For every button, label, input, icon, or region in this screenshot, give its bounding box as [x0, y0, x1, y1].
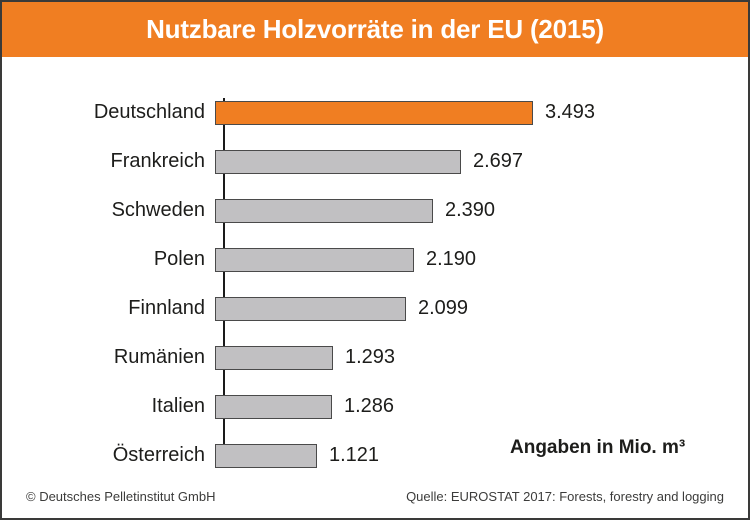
bar-row: Frankreich 2.697	[2, 137, 748, 186]
bar-value: 2.697	[473, 150, 524, 172]
bar-value: 1.121	[329, 444, 380, 466]
bar-row: Polen 2.190	[2, 235, 748, 284]
bar-label: Frankreich	[110, 150, 205, 172]
bar-value: 3.493	[545, 101, 596, 123]
bar	[215, 100, 533, 125]
footer: © Deutsches Pelletinstitut GmbH Quelle: …	[26, 489, 724, 504]
bar-value: 1.286	[344, 395, 395, 417]
bar-label: Schweden	[111, 199, 205, 221]
source-text: Quelle: EUROSTAT 2017: Forests, forestry…	[406, 489, 724, 504]
bar	[215, 296, 406, 321]
bar-row: Finnland 2.099	[2, 284, 748, 333]
bar-row: Italien 1.286	[2, 382, 748, 431]
bar-label: Rumänien	[113, 346, 205, 368]
bar-value: 1.293	[345, 346, 396, 368]
bar-label: Österreich	[112, 444, 205, 466]
bar	[215, 345, 333, 370]
y-axis-line	[223, 98, 225, 468]
bar-label: Polen	[153, 248, 205, 270]
unit-note: Angaben in Mio. m³	[510, 437, 686, 458]
bar	[215, 247, 414, 272]
bar-row: Rumänien 1.293	[2, 333, 748, 382]
bar	[215, 394, 332, 419]
bar-row: Deutschland 3.493	[2, 88, 748, 137]
bar-label: Finnland	[128, 297, 205, 319]
bar-row: Österreich 1.121	[2, 431, 748, 480]
chart-title-bar: Nutzbare Holzvorräte in der EU (2015)	[2, 2, 748, 57]
bar-value: 2.190	[426, 248, 477, 270]
bar-value: 2.099	[418, 297, 469, 319]
bar-rows: Deutschland 3.493 Frankreich 2.697 Schweden 2…	[2, 88, 748, 480]
bar	[215, 443, 317, 468]
bar-label: Italien	[151, 395, 205, 417]
plot-area: Deutschland 3.493 Frankreich 2.697 Schweden 2…	[2, 57, 748, 468]
bar	[215, 149, 461, 174]
bar-label: Deutschland	[93, 101, 205, 123]
bar-row: Schweden 2.390	[2, 186, 748, 235]
chart-title: Nutzbare Holzvorräte in der EU (2015)	[146, 14, 604, 44]
copyright-text: © Deutsches Pelletinstitut GmbH	[26, 489, 216, 504]
bar-value: 2.390	[445, 199, 496, 221]
bar	[215, 198, 433, 223]
